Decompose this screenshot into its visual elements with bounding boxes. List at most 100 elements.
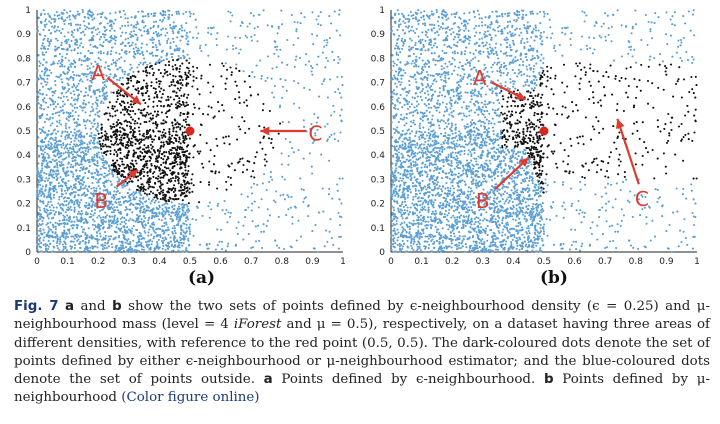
blue-point — [105, 179, 108, 182]
blue-point — [84, 111, 87, 114]
blue-point — [63, 103, 66, 106]
blue-point — [204, 43, 207, 46]
blue-point — [47, 37, 50, 40]
blue-point — [76, 239, 79, 243]
blue-point — [102, 216, 105, 219]
blue-point — [136, 235, 139, 238]
dark-point — [186, 156, 189, 159]
blue-point — [127, 238, 130, 241]
dark-point — [221, 104, 224, 107]
blue-point — [45, 177, 48, 180]
blue-point — [147, 217, 151, 220]
blue-point — [235, 47, 238, 50]
blue-point — [48, 88, 51, 91]
blue-point — [187, 237, 190, 240]
blue-point — [46, 47, 50, 51]
blue-point — [94, 192, 97, 196]
blue-point — [112, 175, 115, 178]
blue-point — [98, 191, 101, 194]
blue-point — [54, 148, 57, 152]
blue-point — [44, 34, 47, 37]
dark-point — [131, 144, 134, 147]
blue-point — [144, 24, 147, 28]
blue-point — [112, 209, 116, 212]
blue-point — [72, 148, 75, 151]
dark-point — [181, 133, 184, 136]
dark-point — [128, 120, 131, 123]
blue-point — [118, 52, 121, 55]
blue-point — [71, 14, 75, 17]
blue-point — [138, 203, 141, 206]
dark-point — [112, 143, 115, 146]
blue-point — [299, 177, 302, 180]
dark-point — [145, 82, 148, 85]
blue-point — [110, 91, 113, 94]
dark-point — [139, 150, 142, 153]
dark-point — [172, 80, 175, 83]
blue-point — [39, 74, 42, 77]
blue-point — [132, 70, 135, 73]
blue-point — [89, 43, 92, 46]
blue-point — [61, 85, 64, 89]
blue-point — [274, 46, 277, 49]
dark-point — [185, 59, 188, 62]
dark-point — [168, 152, 172, 155]
blue-point — [83, 142, 86, 145]
blue-point — [180, 203, 183, 206]
blue-point — [44, 188, 47, 191]
dark-point — [154, 135, 157, 138]
dark-point — [152, 129, 155, 132]
blue-point — [37, 234, 41, 237]
blue-point — [144, 61, 147, 64]
blue-point — [98, 156, 101, 159]
blue-point — [143, 229, 146, 233]
blue-point — [67, 203, 70, 206]
dark-point — [169, 169, 172, 172]
dark-point — [224, 82, 227, 85]
blue-point — [38, 206, 41, 209]
blue-point — [143, 57, 146, 60]
dark-point — [131, 159, 134, 162]
dark-point — [183, 131, 186, 134]
blue-point — [151, 36, 154, 39]
blue-point — [332, 59, 336, 62]
blue-point — [79, 166, 83, 169]
blue-point — [124, 17, 127, 20]
blue-point — [62, 142, 65, 145]
blue-point — [106, 173, 109, 176]
blue-point — [110, 27, 113, 30]
blue-point — [87, 249, 90, 252]
dark-point — [185, 137, 188, 140]
dark-point — [181, 199, 184, 202]
blue-point — [77, 89, 80, 92]
blue-point — [328, 187, 331, 190]
blue-point — [116, 218, 119, 221]
blue-point — [94, 28, 97, 31]
dark-point — [179, 158, 182, 161]
dark-point — [152, 87, 155, 90]
blue-point — [173, 48, 176, 51]
blue-point — [198, 47, 202, 50]
blue-point — [128, 45, 131, 48]
dark-point — [172, 68, 175, 71]
dark-point — [200, 77, 203, 80]
blue-point — [177, 250, 180, 253]
blue-point — [272, 199, 275, 202]
dark-point — [179, 82, 182, 85]
dark-point — [209, 149, 212, 152]
blue-point — [123, 51, 126, 54]
dark-point — [137, 126, 140, 129]
blue-point — [95, 107, 98, 110]
blue-point — [39, 223, 43, 227]
dark-point — [139, 173, 142, 176]
blue-point — [71, 153, 74, 156]
blue-point — [277, 55, 280, 58]
dark-point — [182, 161, 185, 165]
blue-point — [57, 202, 60, 205]
blue-point — [501, 234, 504, 237]
blue-point — [182, 205, 185, 208]
dark-point — [161, 152, 164, 155]
dark-point — [105, 132, 108, 135]
dark-point — [175, 67, 179, 70]
blue-point — [141, 52, 144, 55]
